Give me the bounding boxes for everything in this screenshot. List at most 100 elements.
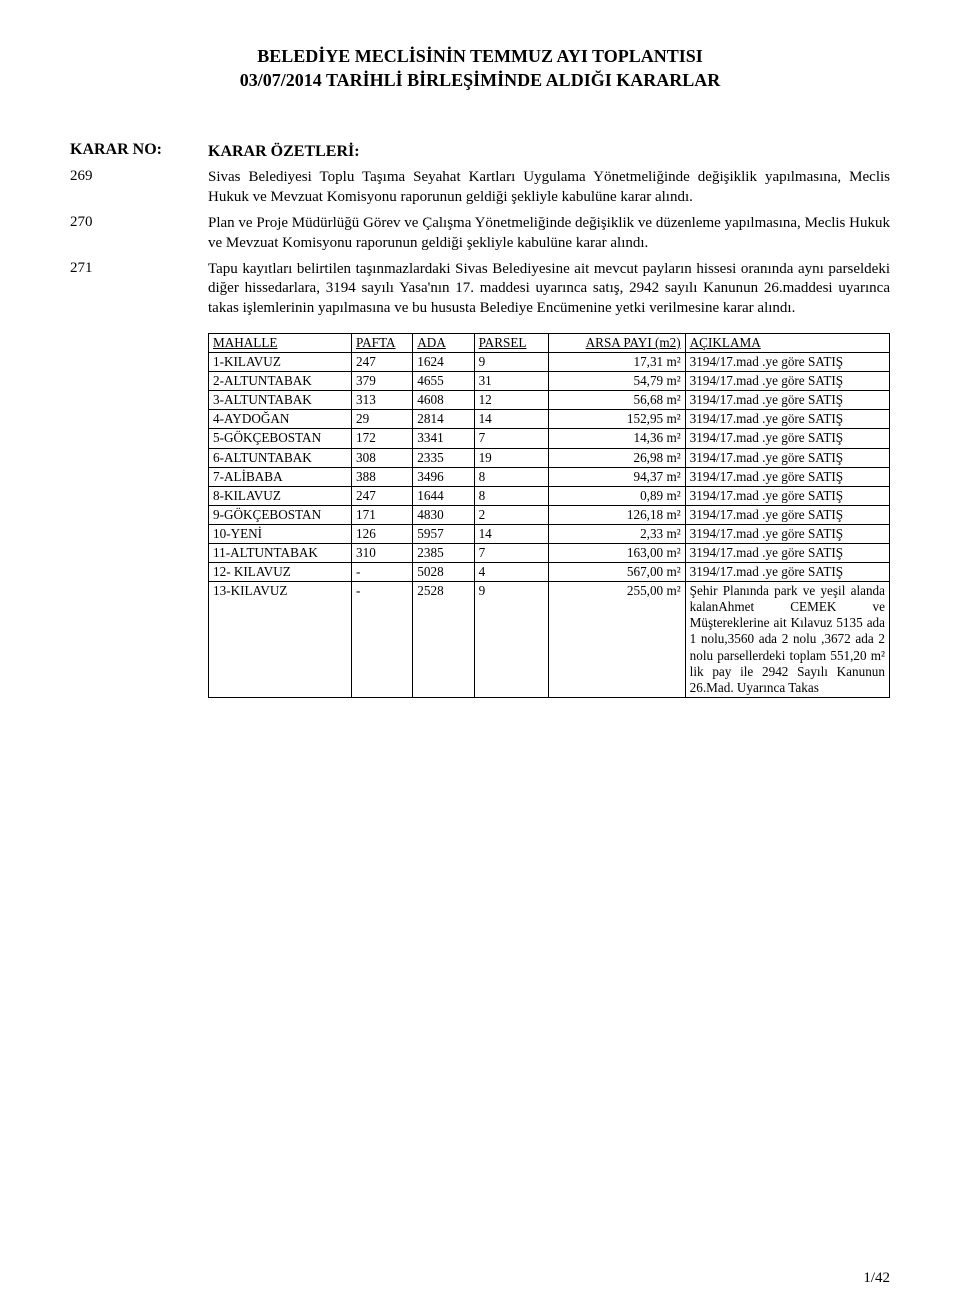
parcel-table: MAHALLE PAFTA ADA PARSEL ARSA PAYI (m2) … [208,333,890,698]
table-row: 2-ALTUNTABAK37946553154,79 m²3194/17.mad… [209,372,890,391]
col-header-parsel: PARSEL [474,333,549,352]
karar-no-label: KARAR NO: [70,141,162,158]
table-row: 4-AYDOĞAN29281414152,95 m²3194/17.mad .y… [209,410,890,429]
parcel-table-body: 1-KILAVUZ2471624917,31 m²3194/17.mad .ye… [209,353,890,698]
cell-aciklama: 3194/17.mad .ye göre SATIŞ [685,486,889,505]
decision-text: Plan ve Proje Müdürlüğü Görev ve Çalışma… [208,214,890,254]
cell-aciklama: 3194/17.mad .ye göre SATIŞ [685,448,889,467]
cell-arsa-payi: 14,36 m² [549,429,685,448]
cell-pafta: 247 [352,353,413,372]
cell-pafta: 247 [352,486,413,505]
decision-row: 271 Tapu kayıtları belirtilen taşınmazla… [70,260,890,319]
parcel-table-wrap: MAHALLE PAFTA ADA PARSEL ARSA PAYI (m2) … [208,333,890,698]
decision-labels-row: KARAR NO: KARAR ÖZETLERİ: [70,141,890,163]
table-row: 7-ALİBABA3883496894,37 m²3194/17.mad .ye… [209,467,890,486]
cell-pafta: 379 [352,372,413,391]
cell-parsel: 8 [474,486,549,505]
cell-parsel: 2 [474,505,549,524]
cell-aciklama: 3194/17.mad .ye göre SATIŞ [685,391,889,410]
cell-mahalle: 8-KILAVUZ [209,486,352,505]
cell-aciklama: 3194/17.mad .ye göre SATIŞ [685,544,889,563]
cell-parsel: 12 [474,391,549,410]
decision-row: 270 Plan ve Proje Müdürlüğü Görev ve Çal… [70,214,890,254]
cell-aciklama: 3194/17.mad .ye göre SATIŞ [685,353,889,372]
table-row: 1-KILAVUZ2471624917,31 m²3194/17.mad .ye… [209,353,890,372]
col-header-ada: ADA [413,333,474,352]
cell-parsel: 14 [474,410,549,429]
cell-mahalle: 12- KILAVUZ [209,563,352,582]
document-header: BELEDİYE MECLİSİNİN TEMMUZ AYI TOPLANTIS… [70,44,890,93]
table-row: 13-KILAVUZ-25289255,00 m²Şehir Planında … [209,582,890,698]
decision-text: Tapu kayıtları belirtilen taşınmazlardak… [208,260,890,319]
cell-parsel: 4 [474,563,549,582]
karar-ozet-column: KARAR ÖZETLERİ: [208,141,890,163]
cell-mahalle: 3-ALTUNTABAK [209,391,352,410]
cell-arsa-payi: 163,00 m² [549,544,685,563]
cell-parsel: 19 [474,448,549,467]
decision-no: 270 [70,214,208,254]
cell-ada: 2814 [413,410,474,429]
cell-ada: 2528 [413,582,474,698]
cell-pafta: - [352,582,413,698]
col-header-mahalle: MAHALLE [209,333,352,352]
decision-no: 271 [70,260,208,319]
cell-mahalle: 4-AYDOĞAN [209,410,352,429]
cell-pafta: - [352,563,413,582]
table-row: 9-GÖKÇEBOSTAN17148302126,18 m²3194/17.ma… [209,505,890,524]
cell-mahalle: 5-GÖKÇEBOSTAN [209,429,352,448]
decision-no: 269 [70,168,208,208]
table-row: 10-YENİ1265957142,33 m²3194/17.mad .ye g… [209,524,890,543]
cell-ada: 5028 [413,563,474,582]
cell-pafta: 172 [352,429,413,448]
cell-mahalle: 6-ALTUNTABAK [209,448,352,467]
cell-ada: 1644 [413,486,474,505]
cell-ada: 2335 [413,448,474,467]
cell-mahalle: 7-ALİBABA [209,467,352,486]
cell-mahalle: 2-ALTUNTABAK [209,372,352,391]
cell-aciklama: 3194/17.mad .ye göre SATIŞ [685,429,889,448]
cell-arsa-payi: 126,18 m² [549,505,685,524]
cell-aciklama: 3194/17.mad .ye göre SATIŞ [685,410,889,429]
cell-aciklama: 3194/17.mad .ye göre SATIŞ [685,563,889,582]
cell-arsa-payi: 54,79 m² [549,372,685,391]
decision-row: 269 Sivas Belediyesi Toplu Taşıma Seyaha… [70,168,890,208]
cell-pafta: 388 [352,467,413,486]
cell-aciklama: 3194/17.mad .ye göre SATIŞ [685,467,889,486]
cell-arsa-payi: 2,33 m² [549,524,685,543]
decision-text: Sivas Belediyesi Toplu Taşıma Seyahat Ka… [208,168,890,208]
cell-parsel: 7 [474,429,549,448]
table-row: 5-GÖKÇEBOSTAN1723341714,36 m²3194/17.mad… [209,429,890,448]
cell-mahalle: 9-GÖKÇEBOSTAN [209,505,352,524]
col-header-arsa: ARSA PAYI (m2) [549,333,685,352]
karar-ozet-label: KARAR ÖZETLERİ: [208,143,360,160]
cell-aciklama: Şehir Planında park ve yeşil alanda kala… [685,582,889,698]
cell-arsa-payi: 0,89 m² [549,486,685,505]
cell-parsel: 8 [474,467,549,486]
cell-ada: 3341 [413,429,474,448]
cell-ada: 4830 [413,505,474,524]
table-row: 3-ALTUNTABAK31346081256,68 m²3194/17.mad… [209,391,890,410]
cell-ada: 1624 [413,353,474,372]
cell-pafta: 171 [352,505,413,524]
page: BELEDİYE MECLİSİNİN TEMMUZ AYI TOPLANTIS… [0,0,960,1311]
cell-mahalle: 13-KILAVUZ [209,582,352,698]
cell-pafta: 310 [352,544,413,563]
cell-parsel: 9 [474,582,549,698]
cell-aciklama: 3194/17.mad .ye göre SATIŞ [685,372,889,391]
cell-arsa-payi: 26,98 m² [549,448,685,467]
table-header-row: MAHALLE PAFTA ADA PARSEL ARSA PAYI (m2) … [209,333,890,352]
cell-ada: 4655 [413,372,474,391]
cell-aciklama: 3194/17.mad .ye göre SATIŞ [685,524,889,543]
cell-arsa-payi: 94,37 m² [549,467,685,486]
table-row: 8-KILAVUZ247164480,89 m²3194/17.mad .ye … [209,486,890,505]
cell-arsa-payi: 567,00 m² [549,563,685,582]
cell-arsa-payi: 56,68 m² [549,391,685,410]
page-number: 1/42 [863,1270,890,1287]
table-row: 12- KILAVUZ-50284567,00 m²3194/17.mad .y… [209,563,890,582]
col-header-aciklama: AÇIKLAMA [685,333,889,352]
cell-ada: 5957 [413,524,474,543]
cell-arsa-payi: 255,00 m² [549,582,685,698]
karar-no-column: KARAR NO: [70,141,208,163]
cell-mahalle: 1-KILAVUZ [209,353,352,372]
cell-ada: 4608 [413,391,474,410]
